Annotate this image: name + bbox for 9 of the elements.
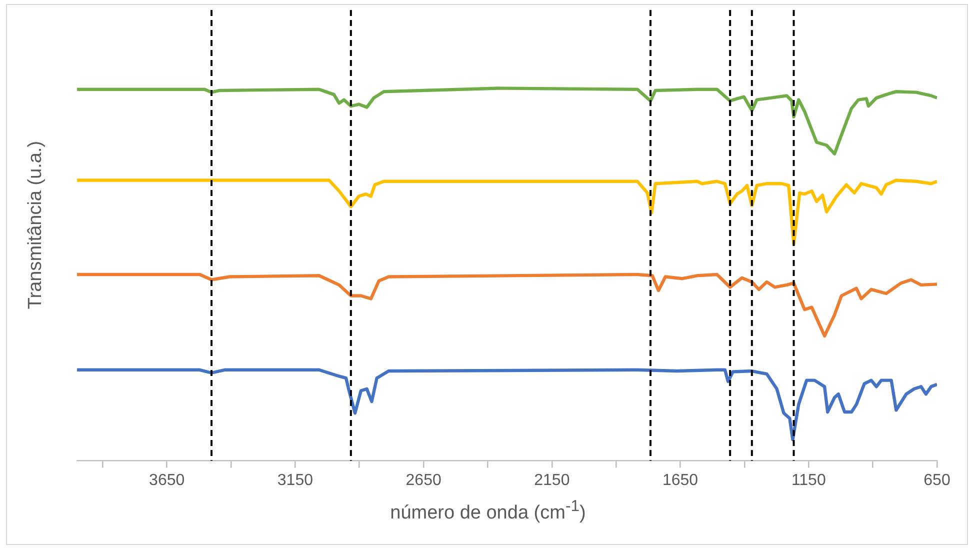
x-tick-label: 2650 (406, 472, 442, 489)
y-axis-title: Transmitância (u.a.) (25, 140, 47, 310)
x-tick-label: 1150 (791, 472, 826, 489)
x-tick-label: 3150 (277, 472, 314, 489)
x-axis-title: número de onda (cm$^{-1}$) (389, 498, 587, 524)
x-tick-label: 1650 (662, 472, 698, 489)
x-tick-label: 2150 (534, 472, 570, 489)
x-tick-label: 3650 (149, 472, 185, 489)
x-tick-label: 650 (924, 472, 950, 489)
